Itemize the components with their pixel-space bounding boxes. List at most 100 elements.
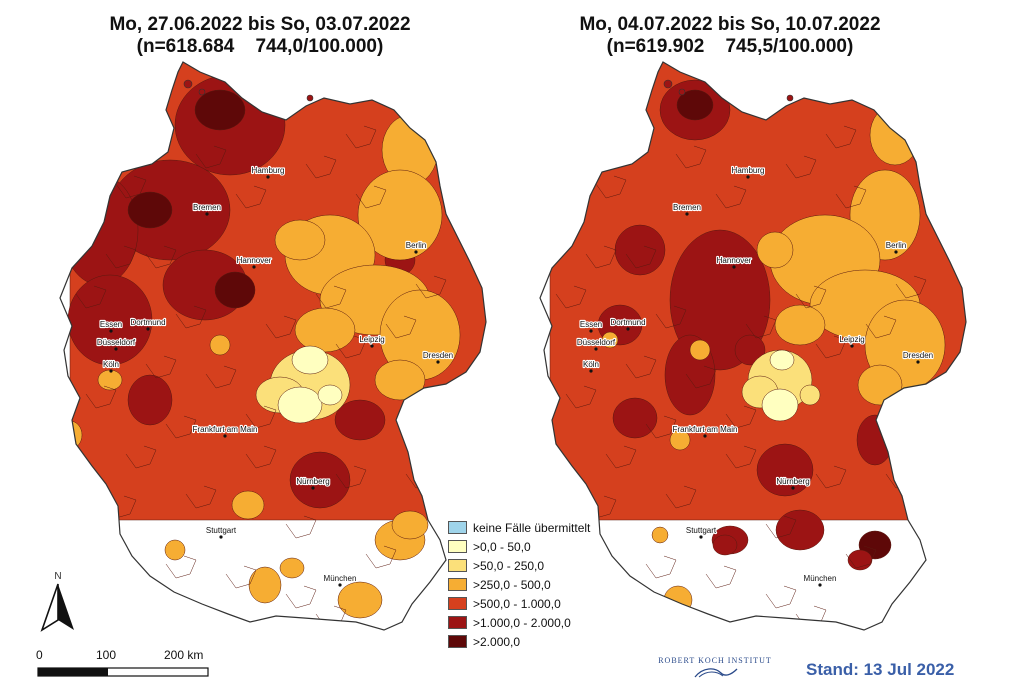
region-fill — [60, 420, 83, 450]
district-border — [335, 335, 367, 359]
district-border — [795, 605, 827, 629]
city-marker — [205, 212, 209, 216]
island — [198, 88, 206, 96]
district-border — [75, 285, 107, 309]
city-label: Leipzig — [359, 335, 384, 344]
map-title-right: Mo, 04.07.2022 bis So, 10.07.2022 (n=619.… — [510, 14, 950, 58]
region-fill — [289, 451, 351, 509]
north-arrow-icon: N — [40, 571, 74, 632]
district-border — [675, 145, 707, 169]
map-title-right-line1: Mo, 04.07.2022 bis So, 10.07.2022 — [579, 14, 881, 35]
region-fill — [279, 557, 305, 579]
region-fill — [774, 304, 826, 346]
region-fill — [231, 490, 265, 520]
district-border — [165, 415, 197, 439]
country-border — [539, 61, 967, 631]
region-fill — [317, 384, 343, 406]
district-border — [165, 555, 197, 579]
region-fill — [127, 374, 173, 426]
city-label: Hannover — [237, 256, 272, 265]
district-border — [235, 185, 267, 209]
region-fill — [669, 229, 771, 371]
district-border — [285, 585, 317, 609]
city-label: Berlin — [886, 241, 906, 250]
district-border — [705, 565, 737, 589]
district-border — [365, 545, 397, 569]
district-border — [765, 585, 797, 609]
city-marker — [746, 175, 750, 179]
district-border — [725, 405, 757, 429]
map-title-right-line2: (n=619.902 745,5/100.000) — [606, 36, 854, 57]
district-border — [595, 175, 627, 199]
district-border — [765, 515, 797, 539]
district-border — [245, 405, 277, 429]
city-marker — [626, 327, 630, 331]
district-border — [715, 185, 747, 209]
district-border — [315, 285, 347, 309]
city-label: Frankfurt am Main — [193, 425, 258, 434]
city-marker — [791, 486, 795, 490]
region-fill — [334, 399, 386, 441]
city-label: Köln — [583, 360, 599, 369]
island — [678, 88, 686, 96]
region-fill — [97, 369, 123, 391]
map-title-left-line1: Mo, 27.06.2022 bis So, 03.07.2022 — [109, 14, 411, 35]
island — [306, 94, 314, 102]
district-border — [895, 275, 927, 299]
district-border — [355, 185, 387, 209]
region-fill — [761, 388, 799, 422]
city-marker — [223, 434, 227, 438]
city-marker — [594, 347, 598, 351]
district-border — [385, 315, 417, 339]
region-fill — [756, 231, 794, 269]
city-label: Stuttgart — [206, 526, 237, 535]
city-label: Nürnberg — [296, 477, 329, 486]
district-border — [145, 245, 177, 269]
district-border — [845, 545, 877, 569]
city-marker — [109, 329, 113, 333]
district-border — [585, 245, 617, 269]
legend-item-6: >2.000,0 — [448, 632, 618, 651]
district-border — [335, 465, 367, 489]
city-label: Dortmund — [610, 318, 645, 327]
region-fill — [601, 331, 619, 349]
legend-swatch — [448, 597, 467, 610]
region-fill — [857, 364, 903, 406]
district-border — [645, 555, 677, 579]
district-border — [815, 335, 847, 359]
city-label: Berlin — [406, 241, 426, 250]
city-label: Dresden — [423, 351, 453, 360]
city-label: Nürnberg — [776, 477, 809, 486]
region-fill — [294, 307, 356, 353]
city-marker — [311, 486, 315, 490]
legend-label: >2.000,0 — [473, 634, 521, 649]
city-label: Leipzig — [839, 335, 864, 344]
island — [663, 79, 673, 89]
region-fill — [856, 414, 894, 466]
district-border — [645, 415, 677, 439]
scale-bar: 0 100 200 km — [36, 648, 216, 684]
region-fill — [663, 585, 693, 615]
city-marker — [916, 360, 920, 364]
city-marker — [818, 583, 822, 587]
city-marker — [685, 212, 689, 216]
district-border — [285, 515, 317, 539]
map-title-left-line2: (n=618.684 744,0/100.000) — [136, 36, 384, 57]
legend-label: >250,0 - 500,0 — [473, 577, 551, 592]
legend-item-5: >1.000,0 - 2.000,0 — [448, 613, 618, 632]
region-fill — [712, 534, 738, 556]
legend-swatch — [448, 616, 467, 629]
city-marker — [266, 175, 270, 179]
legend-item-1: >0,0 - 50,0 — [448, 537, 618, 556]
city-marker — [219, 535, 223, 539]
district-border — [685, 365, 717, 389]
region-fill — [391, 510, 429, 540]
district-border — [785, 155, 817, 179]
map-left: Hamburg Bremen Berlin Hannover Essen Dortmund… — [59, 61, 487, 631]
city-label: Düsseldorf — [97, 338, 136, 347]
region-fill — [799, 384, 821, 406]
scale-label-200: 200 km — [164, 648, 204, 662]
map-title-left: Mo, 27.06.2022 bis So, 03.07.2022 (n=618.… — [40, 14, 480, 58]
